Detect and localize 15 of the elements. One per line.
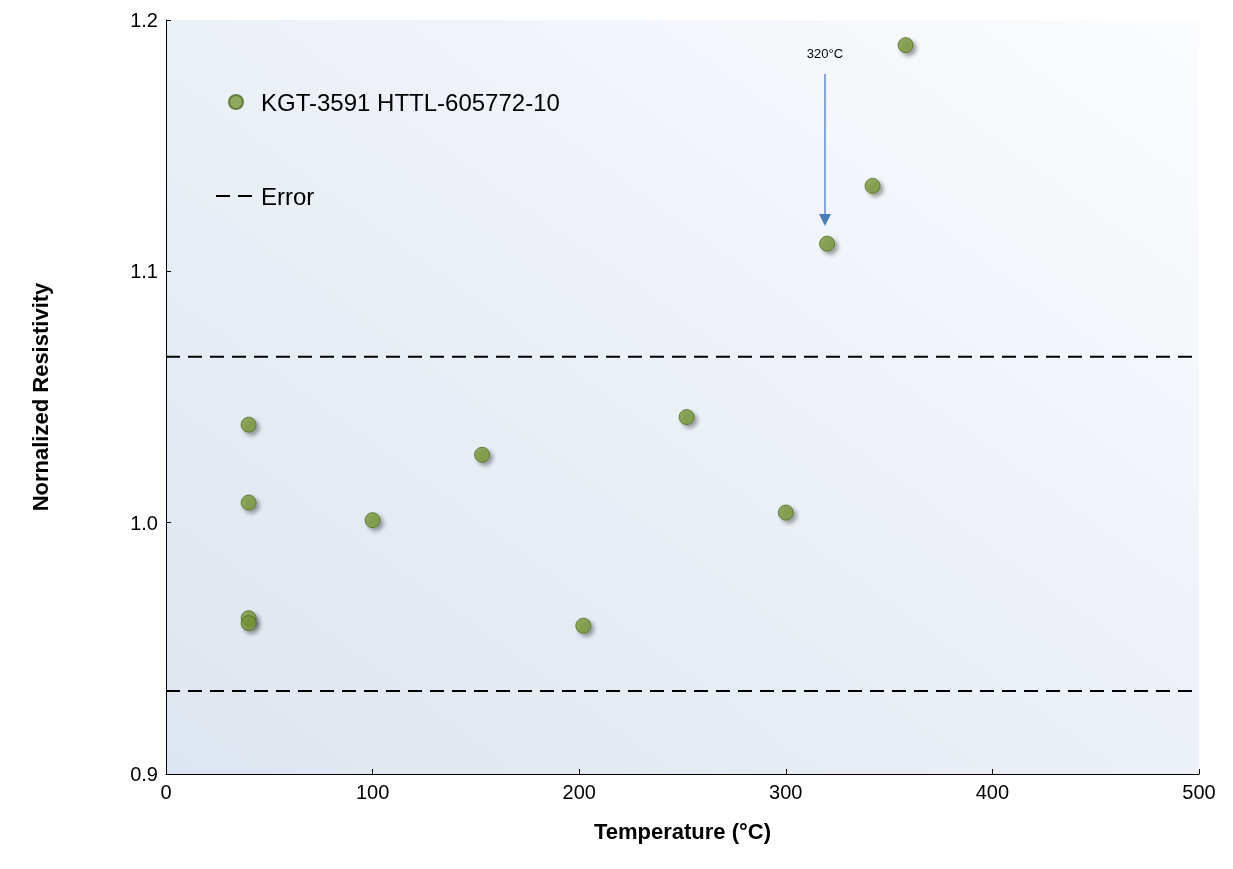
annotation: 320°C xyxy=(805,46,845,61)
legend-label: KGT-3591 HTTL-605772-10 xyxy=(261,88,560,116)
y-tick-label: 1.1 xyxy=(130,260,158,283)
y-tick-label: 0.9 xyxy=(130,763,158,785)
x-tick-label: 300 xyxy=(769,781,803,803)
x-tick-label: 0 xyxy=(160,781,172,803)
x-tick-label: 400 xyxy=(975,781,1010,803)
x-axis-title: Temperature (°C) xyxy=(593,818,772,844)
x-tick-label: 100 xyxy=(355,781,390,803)
y-axis-title: Nornalized Resistivity xyxy=(27,281,53,512)
x-tick-label: 500 xyxy=(1182,781,1216,803)
legend-label: Error xyxy=(261,182,315,210)
y-tick-label: 1.2 xyxy=(130,9,158,31)
x-tick-label: 200 xyxy=(562,781,596,803)
y-tick-label: 1.0 xyxy=(130,511,158,534)
